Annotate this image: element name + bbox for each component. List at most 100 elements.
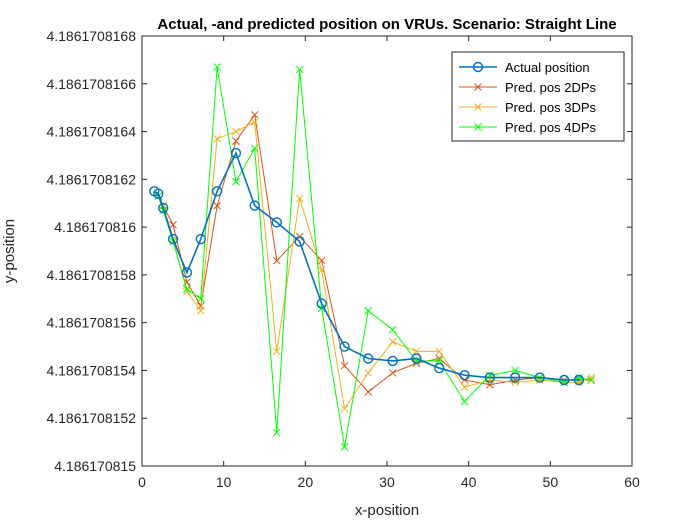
legend-swatch-marker-stroke xyxy=(474,83,482,91)
legend-items: Actual position Pred. pos 2DPs Pred. pos 3… xyxy=(459,60,597,135)
legend-swatch-marker xyxy=(472,61,484,73)
data-point-stroke xyxy=(587,376,596,384)
data-point xyxy=(232,137,240,145)
y-tick-label: 4.1861708156 xyxy=(46,315,136,331)
y-tick-label: 4.186170816 xyxy=(54,219,136,235)
data-point-stroke xyxy=(340,361,349,370)
data-point xyxy=(434,362,445,374)
data-point-stroke xyxy=(435,357,444,365)
y-tick-label: 4.1861708162 xyxy=(46,171,136,187)
data-point xyxy=(388,368,397,377)
data-point xyxy=(388,325,397,334)
data-point xyxy=(295,65,304,74)
data-point-stroke xyxy=(272,256,281,265)
data-point xyxy=(196,294,205,303)
data-point xyxy=(213,201,221,210)
legend-swatch-marker-stroke xyxy=(474,123,482,131)
data-point-stroke xyxy=(364,388,373,396)
data-point xyxy=(167,233,179,245)
data-point-stroke xyxy=(169,220,177,229)
data-point-stroke xyxy=(511,366,520,375)
data-point-stroke xyxy=(388,368,397,377)
x-tick-label: 0 xyxy=(138,474,146,490)
data-point-stroke xyxy=(232,137,240,145)
series-line xyxy=(153,151,579,381)
data-point-stroke xyxy=(295,65,304,74)
y-tick-label: 4.1861708166 xyxy=(46,76,136,92)
series-4 xyxy=(154,63,596,451)
data-point xyxy=(272,428,281,437)
data-point xyxy=(387,355,398,367)
y-tick-label: 4.1861708168 xyxy=(46,28,136,44)
legend-swatch-marker xyxy=(474,103,482,111)
data-point xyxy=(183,285,191,294)
legend-label: Pred. pos 2DPs xyxy=(505,80,597,95)
data-point-stroke xyxy=(340,404,349,413)
data-point-stroke xyxy=(460,383,469,392)
x-tick-label: 60 xyxy=(624,474,640,490)
data-point-stroke xyxy=(272,347,281,356)
data-point xyxy=(195,233,207,245)
data-point-stroke xyxy=(250,110,259,119)
data-point xyxy=(317,266,326,274)
data-point xyxy=(196,306,205,315)
data-point-stroke xyxy=(213,134,221,143)
data-point-stroke xyxy=(364,368,373,377)
data-point xyxy=(559,374,570,386)
data-point-stroke xyxy=(295,194,304,203)
data-point-stroke xyxy=(196,294,205,303)
data-point xyxy=(316,298,327,309)
x-axis-label: x-position xyxy=(355,502,419,519)
data-point xyxy=(435,357,444,365)
legend-entry: Actual position xyxy=(459,60,590,75)
data-point-stroke xyxy=(213,63,221,71)
data-point xyxy=(339,341,350,352)
legend: Actual position Pred. pos 2DPs Pred. pos 3… xyxy=(451,51,625,142)
data-point xyxy=(459,370,470,381)
y-axis-label: y-position xyxy=(1,219,18,283)
data-point xyxy=(249,200,260,211)
data-point xyxy=(460,397,469,406)
data-point-stroke xyxy=(250,144,259,153)
data-point-stroke xyxy=(232,127,240,136)
data-point-stroke xyxy=(250,118,259,126)
legend-swatch-marker xyxy=(474,83,482,91)
data-point-stroke xyxy=(232,177,240,186)
x-tick-label: 50 xyxy=(543,474,559,490)
data-point xyxy=(272,347,281,356)
data-point xyxy=(181,267,193,278)
data-point xyxy=(511,366,520,375)
data-point xyxy=(340,404,349,413)
data-point xyxy=(250,118,259,126)
data-point xyxy=(340,443,349,451)
data-point xyxy=(573,374,585,386)
data-point-stroke xyxy=(213,201,221,210)
y-tick-label: 4.1861708152 xyxy=(46,410,136,426)
data-point xyxy=(363,353,374,364)
data-point xyxy=(272,256,281,265)
series-1 xyxy=(149,147,585,386)
data-point-stroke xyxy=(183,285,191,294)
x-tick-label: 20 xyxy=(298,474,314,490)
data-point-stroke xyxy=(435,347,444,356)
x-tick-label: 40 xyxy=(461,474,477,490)
chart-title: Actual, -and predicted position on VRUs.… xyxy=(157,16,616,33)
data-point xyxy=(232,127,240,136)
data-point xyxy=(213,134,221,143)
data-point-stroke xyxy=(388,325,397,334)
legend-entry: Pred. pos 3DPs xyxy=(459,100,597,115)
data-point xyxy=(250,110,259,119)
data-point xyxy=(484,372,496,383)
data-point-stroke xyxy=(340,443,349,451)
data-point-stroke xyxy=(364,306,373,315)
data-point-stroke xyxy=(388,337,397,346)
data-point xyxy=(388,337,397,346)
y-axis-ticks: 4.186170815 4.1861708152 4.1861708154 4.186… xyxy=(46,28,632,474)
data-point-stroke xyxy=(460,397,469,406)
data-point xyxy=(364,368,373,377)
data-point xyxy=(510,372,521,383)
data-point-stroke xyxy=(183,287,191,296)
series-layer xyxy=(149,63,596,451)
data-point xyxy=(411,353,422,364)
